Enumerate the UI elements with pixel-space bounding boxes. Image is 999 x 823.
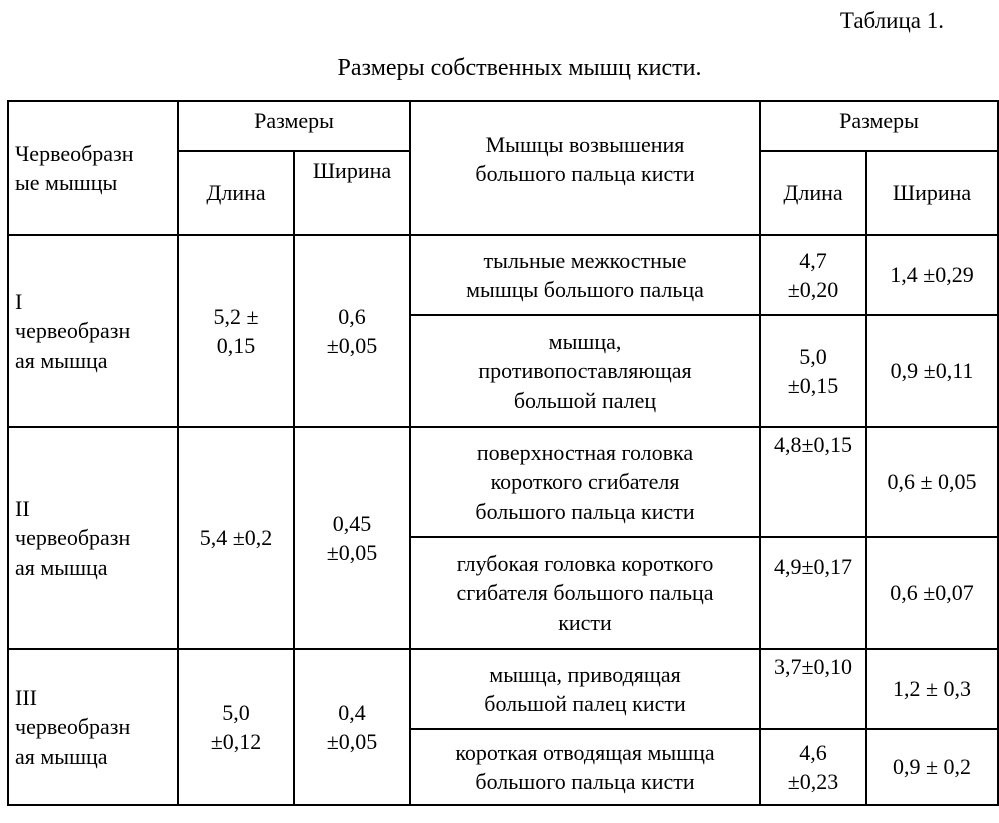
thenar-muscle-name: тыльные межкостные мышцы большого пальца [466, 248, 704, 302]
table-row: I червеобразн ая мышца 5,2 ± 0,15 0,6 ±0… [8, 235, 998, 315]
thenar-muscle-cell: короткая отводящая мышца большого пальца… [410, 729, 760, 805]
table-number: Таблица 1. [840, 8, 944, 34]
header-sizes-right-label: Размеры [839, 108, 919, 133]
thenar-width-value: 1,4 ±0,29 [890, 262, 974, 287]
thenar-length-cell: 4,7 ±0,20 [760, 235, 866, 315]
thenar-width-cell: 0,9 ±0,11 [866, 315, 998, 427]
thenar-muscle-name: короткая отводящая мышца большого пальца… [455, 740, 714, 794]
thenar-width-value: 0,6 ±0,07 [890, 580, 974, 605]
header-row-top: Червеобразн ые мышцы Размеры Мышцы возвы… [8, 101, 998, 151]
worm-muscle-3: III червеобразн ая мышца [8, 649, 178, 805]
thenar-length-value: 3,7±0,10 [774, 654, 852, 679]
thenar-length-cell: 3,7±0,10 [760, 649, 866, 729]
thenar-muscle-name: мышца, противопоставляющая большой палец [478, 329, 691, 412]
worm-muscle-1-width: 0,6 ±0,05 [294, 235, 410, 427]
header-sizes-left-label: Размеры [254, 108, 334, 133]
thenar-width-cell: 1,2 ± 0,3 [866, 649, 998, 729]
table-caption: Размеры собственных мышц кисти. [0, 55, 999, 82]
table-row: III червеобразн ая мышца 5,0 ±0,12 0,4 ±… [8, 649, 998, 729]
header-sizes-right: Размеры [760, 101, 998, 151]
worm-muscle-2-width-value: 0,45 ±0,05 [327, 511, 378, 565]
header-length-left: Длина [178, 151, 294, 235]
header-width-right: Ширина [866, 151, 998, 235]
worm-muscle-2-width: 0,45 ±0,05 [294, 427, 410, 649]
thenar-width-cell: 0,6 ± 0,05 [866, 427, 998, 537]
worm-muscle-2-length: 5,4 ±0,2 [178, 427, 294, 649]
worm-muscle-1: I червеобразн ая мышца [8, 235, 178, 427]
thenar-width-value: 0,6 ± 0,05 [887, 469, 976, 494]
thenar-width-value: 0,9 ±0,11 [891, 358, 974, 383]
header-length-left-label: Длина [206, 180, 265, 205]
header-width-left-label: Ширина [313, 158, 391, 183]
thenar-muscle-cell: мышца, противопоставляющая большой палец [410, 315, 760, 427]
header-worm-muscles: Червеобразн ые мышцы [8, 101, 178, 235]
thenar-length-value: 5,0 ±0,15 [788, 344, 839, 398]
thenar-length-cell: 4,8±0,15 [760, 427, 866, 537]
worm-muscle-3-length-value: 5,0 ±0,12 [211, 700, 262, 754]
header-width-left: Ширина [294, 151, 410, 235]
thenar-muscle-cell: поверхностная головка короткого сгибател… [410, 427, 760, 537]
header-length-right: Длина [760, 151, 866, 235]
header-thenar-muscles-label: Мышцы возвышения большого пальца кисти [475, 132, 694, 186]
thenar-muscle-cell: глубокая головка короткого сгибателя бол… [410, 537, 760, 649]
thenar-muscle-cell: тыльные межкостные мышцы большого пальца [410, 235, 760, 315]
header-worm-muscles-label: Червеобразн ые мышцы [15, 141, 134, 195]
thenar-width-cell: 1,4 ±0,29 [866, 235, 998, 315]
worm-muscle-1-width-value: 0,6 ±0,05 [327, 304, 378, 358]
thenar-length-cell: 4,9±0,17 [760, 537, 866, 649]
worm-muscle-3-width: 0,4 ±0,05 [294, 649, 410, 805]
header-thenar-muscles: Мышцы возвышения большого пальца кисти [410, 101, 760, 235]
thenar-muscle-name: глубокая головка короткого сгибателя бол… [456, 551, 713, 634]
thenar-muscle-cell: мышца, приводящая большой палец кисти [410, 649, 760, 729]
thenar-width-cell: 0,9 ± 0,2 [866, 729, 998, 805]
header-length-right-label: Длина [783, 180, 842, 205]
thenar-length-cell: 4,6 ±0,23 [760, 729, 866, 805]
table-row: II червеобразн ая мышца 5,4 ±0,2 0,45 ±0… [8, 427, 998, 537]
worm-muscle-3-label: III червеобразн ая мышца [15, 685, 130, 768]
header-width-right-label: Ширина [893, 180, 971, 205]
thenar-width-value: 0,9 ± 0,2 [893, 754, 971, 779]
worm-muscle-2-label: II червеобразн ая мышца [15, 496, 130, 579]
thenar-muscle-name: мышца, приводящая большой палец кисти [484, 662, 686, 716]
thenar-length-value: 4,8±0,15 [774, 432, 852, 457]
worm-muscle-2: II червеобразн ая мышца [8, 427, 178, 649]
worm-muscle-3-length: 5,0 ±0,12 [178, 649, 294, 805]
worm-muscle-2-length-value: 5,4 ±0,2 [200, 525, 273, 550]
worm-muscle-1-label: I червеобразн ая мышца [15, 289, 130, 372]
thenar-length-value: 4,7 ±0,20 [788, 248, 839, 302]
thenar-width-cell: 0,6 ±0,07 [866, 537, 998, 649]
thenar-length-value: 4,6 ±0,23 [788, 740, 839, 794]
worm-muscle-3-width-value: 0,4 ±0,05 [327, 700, 378, 754]
thenar-muscle-name: поверхностная головка короткого сгибател… [475, 440, 694, 523]
header-sizes-left: Размеры [178, 101, 410, 151]
muscle-size-table: Червеобразн ые мышцы Размеры Мышцы возвы… [7, 100, 999, 806]
thenar-length-value: 4,9±0,17 [774, 554, 852, 579]
worm-muscle-1-length-value: 5,2 ± 0,15 [213, 304, 258, 358]
thenar-length-cell: 5,0 ±0,15 [760, 315, 866, 427]
worm-muscle-1-length: 5,2 ± 0,15 [178, 235, 294, 427]
thenar-width-value: 1,2 ± 0,3 [893, 676, 971, 701]
